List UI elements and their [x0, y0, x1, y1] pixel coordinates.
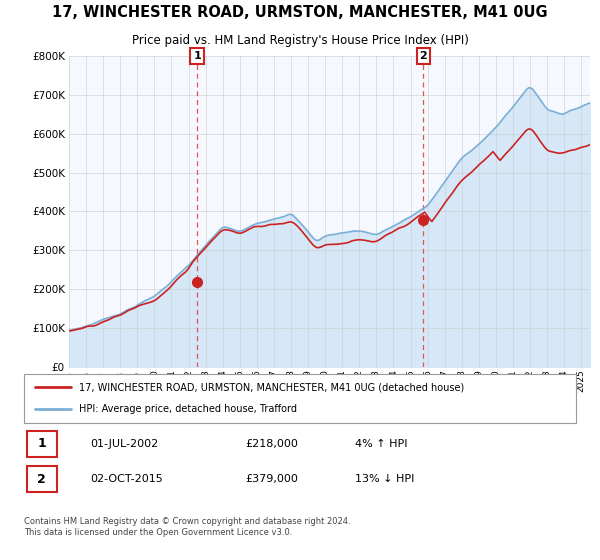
Text: 13% ↓ HPI: 13% ↓ HPI	[355, 474, 415, 484]
Text: 2: 2	[419, 51, 427, 61]
Text: HPI: Average price, detached house, Trafford: HPI: Average price, detached house, Traf…	[79, 404, 297, 414]
Text: 1: 1	[193, 51, 201, 61]
Text: 02-OCT-2015: 02-OCT-2015	[90, 474, 163, 484]
Text: 17, WINCHESTER ROAD, URMSTON, MANCHESTER, M41 0UG (detached house): 17, WINCHESTER ROAD, URMSTON, MANCHESTER…	[79, 382, 464, 393]
FancyBboxPatch shape	[27, 431, 57, 457]
Text: 01-JUL-2002: 01-JUL-2002	[90, 439, 158, 449]
Text: 1: 1	[37, 437, 46, 450]
Text: £218,000: £218,000	[245, 439, 298, 449]
Text: £379,000: £379,000	[245, 474, 298, 484]
Text: 2: 2	[37, 473, 46, 486]
FancyBboxPatch shape	[24, 374, 576, 423]
Text: 17, WINCHESTER ROAD, URMSTON, MANCHESTER, M41 0UG: 17, WINCHESTER ROAD, URMSTON, MANCHESTER…	[52, 5, 548, 20]
Text: 4% ↑ HPI: 4% ↑ HPI	[355, 439, 408, 449]
FancyBboxPatch shape	[27, 466, 57, 492]
Text: Contains HM Land Registry data © Crown copyright and database right 2024.
This d: Contains HM Land Registry data © Crown c…	[24, 517, 350, 536]
Text: Price paid vs. HM Land Registry's House Price Index (HPI): Price paid vs. HM Land Registry's House …	[131, 34, 469, 47]
